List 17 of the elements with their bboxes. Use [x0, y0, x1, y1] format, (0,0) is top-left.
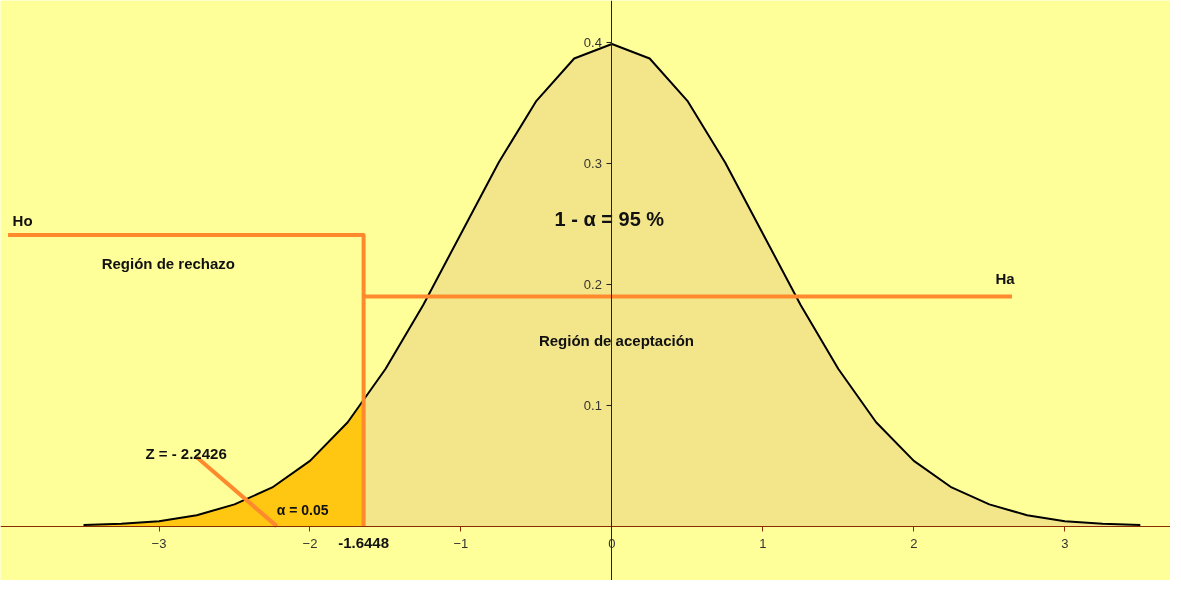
y-tick-label: 0.1	[583, 397, 602, 413]
annotation: Región de rechazo	[101, 255, 236, 273]
x-tick-label: 3	[1061, 536, 1069, 552]
x-tick-label: −1	[453, 536, 469, 552]
annotation: α = 0.05	[276, 502, 329, 519]
annotation: Región de aceptación	[538, 331, 694, 349]
y-tick-label: 0.2	[583, 276, 602, 292]
x-tick-label: −2	[302, 536, 318, 552]
annotation: -1.6448	[338, 534, 390, 552]
annotation: Ha	[995, 269, 1016, 287]
y-tick-label: 0.4	[583, 35, 602, 51]
x-tick-label: 1	[759, 536, 767, 552]
y-tick-label: 0.3	[583, 156, 602, 172]
annotation: Z = - 2.2426	[145, 445, 227, 463]
x-tick-label: −3	[151, 536, 167, 552]
annotation: Ho	[12, 211, 33, 229]
x-tick-label: 2	[910, 536, 918, 552]
